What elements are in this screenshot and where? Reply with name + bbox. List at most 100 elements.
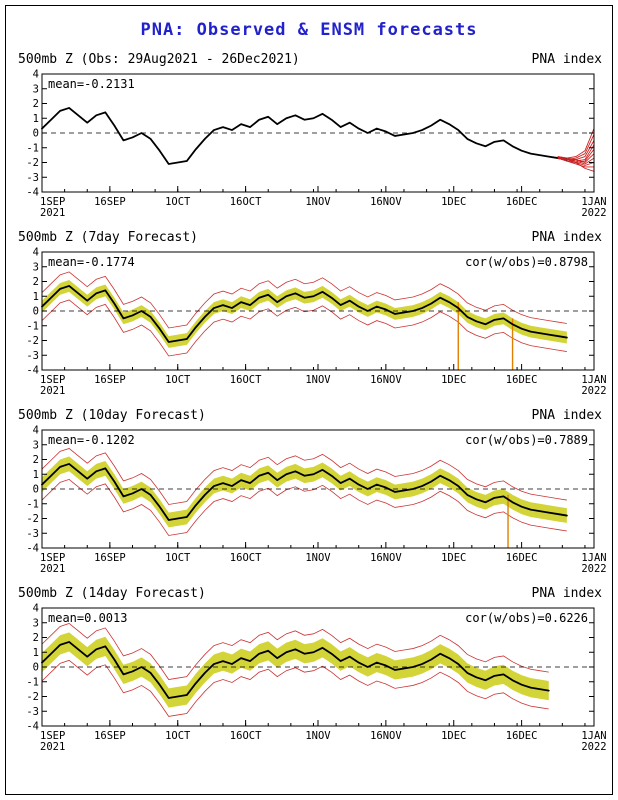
svg-text:16NOV: 16NOV xyxy=(370,730,402,742)
svg-text:-1: -1 xyxy=(26,320,39,332)
svg-text:-4: -4 xyxy=(26,365,39,377)
svg-text:-3: -3 xyxy=(26,172,39,184)
panel-title-left: 500mb Z (14day Forecast) xyxy=(18,586,206,601)
panel-title-right: PNA index xyxy=(531,52,602,67)
svg-text:mean=-0.1774: mean=-0.1774 xyxy=(48,255,135,269)
panel-title-left: 500mb Z (7day Forecast) xyxy=(18,230,199,245)
svg-text:1JAN: 1JAN xyxy=(581,196,606,208)
svg-text:1NOV: 1NOV xyxy=(305,196,331,208)
svg-text:4: 4 xyxy=(33,603,39,615)
svg-text:16OCT: 16OCT xyxy=(230,730,262,742)
svg-text:-2: -2 xyxy=(26,157,39,169)
svg-text:-1: -1 xyxy=(26,676,39,688)
svg-text:cor(w/obs)=0.6226: cor(w/obs)=0.6226 xyxy=(465,611,588,625)
svg-text:-4: -4 xyxy=(26,187,39,199)
panel-7day: 500mb Z (7day Forecast) PNA index -4 -3 -2… xyxy=(16,230,610,404)
outer-frame: PNA: Observed & ENSM forecasts 500mb Z (… xyxy=(5,5,613,795)
svg-text:0: 0 xyxy=(33,662,39,674)
svg-text:-2: -2 xyxy=(26,335,39,347)
svg-text:16DEC: 16DEC xyxy=(506,552,538,564)
svg-text:1: 1 xyxy=(33,291,39,303)
panel-10day: 500mb Z (10day Forecast) PNA index -4 -3 -… xyxy=(16,408,610,582)
panel-header: 500mb Z (14day Forecast) PNA index xyxy=(16,586,604,601)
svg-text:1NOV: 1NOV xyxy=(305,374,331,386)
svg-text:-4: -4 xyxy=(26,721,39,733)
svg-text:1OCT: 1OCT xyxy=(165,552,191,564)
svg-text:2021: 2021 xyxy=(40,563,65,575)
svg-text:4: 4 xyxy=(33,69,39,81)
svg-text:0: 0 xyxy=(33,128,39,140)
chart-title: PNA: Observed & ENSM forecasts xyxy=(140,20,478,40)
svg-text:16OCT: 16OCT xyxy=(230,552,262,564)
svg-text:2: 2 xyxy=(33,276,39,288)
svg-text:-2: -2 xyxy=(26,691,39,703)
svg-text:2: 2 xyxy=(33,98,39,110)
svg-text:1JAN: 1JAN xyxy=(581,730,606,742)
svg-text:1: 1 xyxy=(33,647,39,659)
svg-text:3: 3 xyxy=(33,83,39,95)
svg-text:1SEP: 1SEP xyxy=(40,374,65,386)
svg-text:1SEP: 1SEP xyxy=(40,552,65,564)
svg-text:1JAN: 1JAN xyxy=(581,552,606,564)
svg-text:1SEP: 1SEP xyxy=(40,196,65,208)
svg-text:1SEP: 1SEP xyxy=(40,730,65,742)
panel-title-left: 500mb Z (Obs: 29Aug2021 - 26Dec2021) xyxy=(18,52,300,67)
svg-text:-2: -2 xyxy=(26,513,39,525)
svg-text:1: 1 xyxy=(33,469,39,481)
svg-text:2: 2 xyxy=(33,632,39,644)
panel-14day: 500mb Z (14day Forecast) PNA index -4 -3-… xyxy=(16,586,610,760)
svg-text:2021: 2021 xyxy=(40,385,65,397)
svg-text:0: 0 xyxy=(33,306,39,318)
svg-text:16NOV: 16NOV xyxy=(370,552,402,564)
svg-text:mean=-0.1202: mean=-0.1202 xyxy=(48,433,135,447)
svg-text:2022: 2022 xyxy=(581,741,606,753)
panel-title-left: 500mb Z (10day Forecast) xyxy=(18,408,206,423)
svg-text:0: 0 xyxy=(33,484,39,496)
svg-text:3: 3 xyxy=(33,261,39,273)
panel-title-right: PNA index xyxy=(531,230,602,245)
svg-text:2022: 2022 xyxy=(581,385,606,397)
svg-text:16OCT: 16OCT xyxy=(230,374,262,386)
svg-text:-1: -1 xyxy=(26,498,39,510)
svg-text:4: 4 xyxy=(33,247,39,259)
svg-text:1DEC: 1DEC xyxy=(441,552,466,564)
svg-text:cor(w/obs)=0.8798: cor(w/obs)=0.8798 xyxy=(465,255,588,269)
svg-text:1NOV: 1NOV xyxy=(305,552,331,564)
svg-text:mean=0.0013: mean=0.0013 xyxy=(48,611,127,625)
svg-text:1OCT: 1OCT xyxy=(165,730,191,742)
svg-text:-3: -3 xyxy=(26,350,39,362)
svg-text:1DEC: 1DEC xyxy=(441,730,466,742)
svg-text:2022: 2022 xyxy=(581,563,606,575)
panel-title-right: PNA index xyxy=(531,408,602,423)
svg-text:16DEC: 16DEC xyxy=(506,730,538,742)
svg-text:4: 4 xyxy=(33,425,39,437)
svg-text:1JAN: 1JAN xyxy=(581,374,606,386)
svg-text:1DEC: 1DEC xyxy=(441,196,466,208)
svg-text:cor(w/obs)=0.7889: cor(w/obs)=0.7889 xyxy=(465,433,588,447)
svg-text:16SEP: 16SEP xyxy=(94,196,126,208)
svg-text:1OCT: 1OCT xyxy=(165,196,191,208)
svg-text:1NOV: 1NOV xyxy=(305,730,331,742)
panel-observed: 500mb Z (Obs: 29Aug2021 - 26Dec2021) PNA… xyxy=(16,52,610,226)
svg-text:16NOV: 16NOV xyxy=(370,196,402,208)
svg-text:2: 2 xyxy=(33,454,39,466)
svg-text:16DEC: 16DEC xyxy=(506,374,538,386)
panel-title-right: PNA index xyxy=(531,586,602,601)
svg-text:-1: -1 xyxy=(26,142,39,154)
svg-text:-4: -4 xyxy=(26,543,39,555)
svg-text:16OCT: 16OCT xyxy=(230,196,262,208)
svg-text:16SEP: 16SEP xyxy=(94,374,126,386)
svg-text:16NOV: 16NOV xyxy=(370,374,402,386)
panel-header: 500mb Z (Obs: 29Aug2021 - 26Dec2021) PNA… xyxy=(16,52,604,67)
svg-text:1OCT: 1OCT xyxy=(165,374,191,386)
svg-text:1: 1 xyxy=(33,113,39,125)
svg-text:-3: -3 xyxy=(26,528,39,540)
svg-text:mean=-0.2131: mean=-0.2131 xyxy=(48,77,135,91)
svg-text:3: 3 xyxy=(33,617,39,629)
svg-text:16SEP: 16SEP xyxy=(94,730,126,742)
svg-text:2021: 2021 xyxy=(40,207,65,219)
